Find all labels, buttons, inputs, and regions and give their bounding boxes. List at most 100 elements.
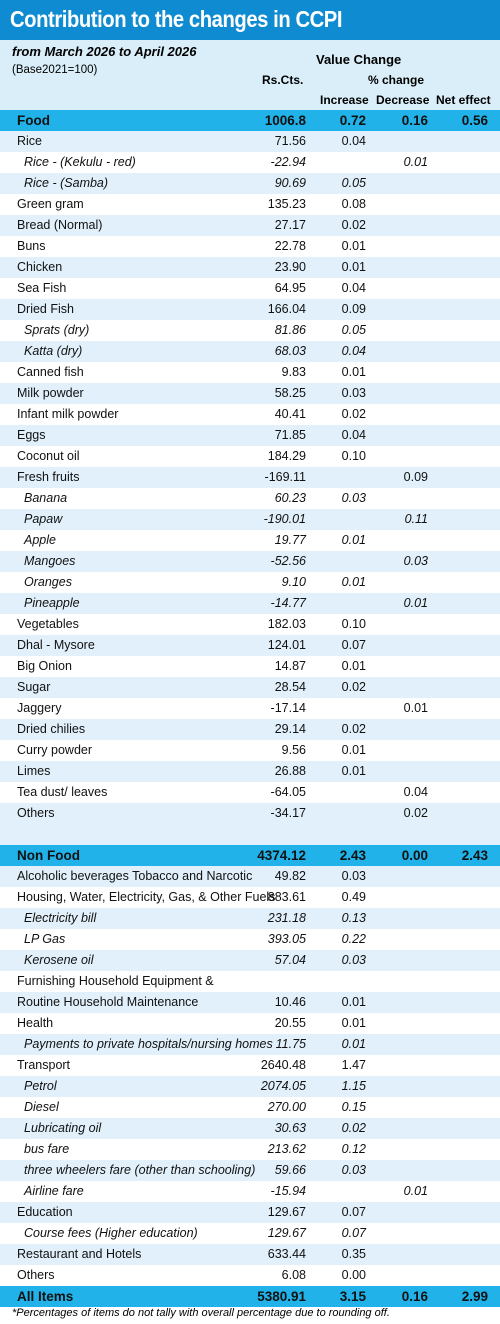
item-label: Others — [17, 1268, 55, 1282]
cell-inc: 0.01 — [341, 575, 366, 589]
row-bg — [0, 194, 500, 215]
item-label: Dried Fish — [17, 302, 74, 316]
row-bg — [0, 1076, 500, 1097]
item-label: Others — [17, 806, 55, 820]
item-label: Rice - (Kekulu - red) — [24, 155, 136, 169]
section-label: Non Food — [17, 848, 80, 863]
item-label: Payments to private hospitals/nursing ho… — [24, 1037, 273, 1051]
cell-rs: 64.95 — [274, 281, 306, 295]
cell-net: 2.99 — [461, 1289, 488, 1304]
item-label: Dhal - Mysore — [17, 638, 95, 652]
title: Contribution to the changes in CCPI — [10, 6, 343, 32]
cell-inc: 1.15 — [341, 1079, 366, 1093]
cell-inc: 0.01 — [341, 239, 366, 253]
cell-inc: 0.02 — [341, 218, 366, 232]
item-label: Sprats (dry) — [24, 323, 90, 337]
row-bg — [0, 446, 500, 467]
cell-rs: 9.83 — [281, 365, 306, 379]
item-label: Kerosene oil — [24, 953, 94, 967]
row-bg — [0, 929, 500, 950]
row-bg — [0, 950, 500, 971]
item-label: Infant milk powder — [17, 407, 119, 421]
cell-inc: 0.01 — [341, 260, 366, 274]
cell-rs: 135.23 — [267, 197, 306, 211]
cell-rs: 58.25 — [274, 386, 306, 400]
cell-inc: 0.04 — [341, 344, 366, 358]
cell-rs: 213.62 — [267, 1142, 306, 1156]
cell-rs: 182.03 — [267, 617, 306, 631]
cell-dec: 0.04 — [403, 785, 428, 799]
cell-rs: -34.17 — [270, 806, 306, 820]
cell-rs: -14.77 — [270, 596, 306, 610]
cell-inc: 0.04 — [341, 281, 366, 295]
item-label: Banana — [24, 491, 68, 505]
cell-rs: 26.88 — [274, 764, 306, 778]
cell-rs: -169.11 — [264, 470, 306, 484]
item-label: Buns — [17, 239, 46, 253]
row-bg — [0, 1055, 500, 1076]
cell-inc: 0.01 — [341, 1037, 366, 1051]
item-label: Mangoes — [24, 554, 76, 568]
item-label: Curry powder — [17, 743, 93, 757]
row-bg — [0, 908, 500, 929]
item-label: Chicken — [17, 260, 63, 274]
cell-inc: 0.15 — [341, 1100, 366, 1114]
cell-dec: 0.16 — [401, 113, 428, 128]
item-label: Petrol — [24, 1079, 57, 1093]
cell-inc: 0.22 — [341, 932, 366, 946]
row-bg — [0, 656, 500, 677]
cell-rs: 49.82 — [274, 869, 306, 883]
cell-rs: 4374.12 — [257, 848, 306, 863]
item-label: Airline fare — [24, 1184, 84, 1198]
cell-rs: 71.56 — [274, 134, 306, 148]
item-label: Big Onion — [17, 659, 72, 673]
item-label: Katta (dry) — [24, 344, 83, 358]
cell-dec: 0.16 — [401, 1289, 428, 1304]
row-bg — [0, 131, 500, 152]
cell-rs: -15.94 — [270, 1184, 306, 1198]
cell-inc: 0.03 — [341, 869, 366, 883]
item-label: Papaw — [24, 512, 63, 526]
item-label: Rice - (Samba) — [24, 176, 109, 190]
cell-rs: -190.01 — [263, 512, 306, 526]
item-label: Tea dust/ leaves — [17, 785, 108, 799]
row-bg — [0, 1244, 500, 1265]
cell-inc: 0.00 — [341, 1268, 366, 1282]
cell-rs: 71.85 — [274, 428, 306, 442]
cell-rs: 23.90 — [274, 260, 306, 274]
cell-rs: 2640.48 — [260, 1058, 306, 1072]
cell-rs: 9.56 — [281, 743, 306, 757]
cell-rs: 40.41 — [274, 407, 306, 421]
cell-inc: 0.07 — [341, 1205, 366, 1219]
row-bg — [0, 1181, 500, 1202]
cell-inc: 0.02 — [341, 680, 366, 694]
row-bg — [0, 1286, 500, 1307]
spacer — [0, 824, 500, 845]
cell-rs: 10.46 — [274, 995, 306, 1009]
cell-rs: 124.01 — [267, 638, 306, 652]
cell-net: 0.56 — [461, 113, 488, 128]
cell-inc: 0.04 — [341, 428, 366, 442]
cell-rs: -22.94 — [270, 155, 306, 169]
cell-inc: 0.13 — [341, 911, 366, 925]
cell-dec: 0.11 — [404, 512, 428, 526]
item-label: Housing, Water, Electricity, Gas, & Othe… — [17, 890, 276, 904]
cell-rs: 166.04 — [267, 302, 306, 316]
row-bg — [0, 425, 500, 446]
item-label: Sugar — [17, 680, 51, 694]
row-bg — [0, 383, 500, 404]
row-bg — [0, 404, 500, 425]
row-bg — [0, 173, 500, 194]
cell-inc: 0.01 — [341, 659, 366, 673]
item-label: Green gram — [17, 197, 84, 211]
cell-rs: 22.78 — [274, 239, 306, 253]
row-bg — [0, 110, 500, 131]
cell-rs: 81.86 — [274, 323, 306, 337]
item-label: Oranges — [24, 575, 72, 589]
decrease-header: Decrease — [376, 93, 430, 107]
cell-rs: 30.63 — [274, 1121, 306, 1135]
item-label: Sea Fish — [17, 281, 67, 295]
cell-inc: 0.12 — [341, 1142, 366, 1156]
row-bg — [0, 320, 500, 341]
